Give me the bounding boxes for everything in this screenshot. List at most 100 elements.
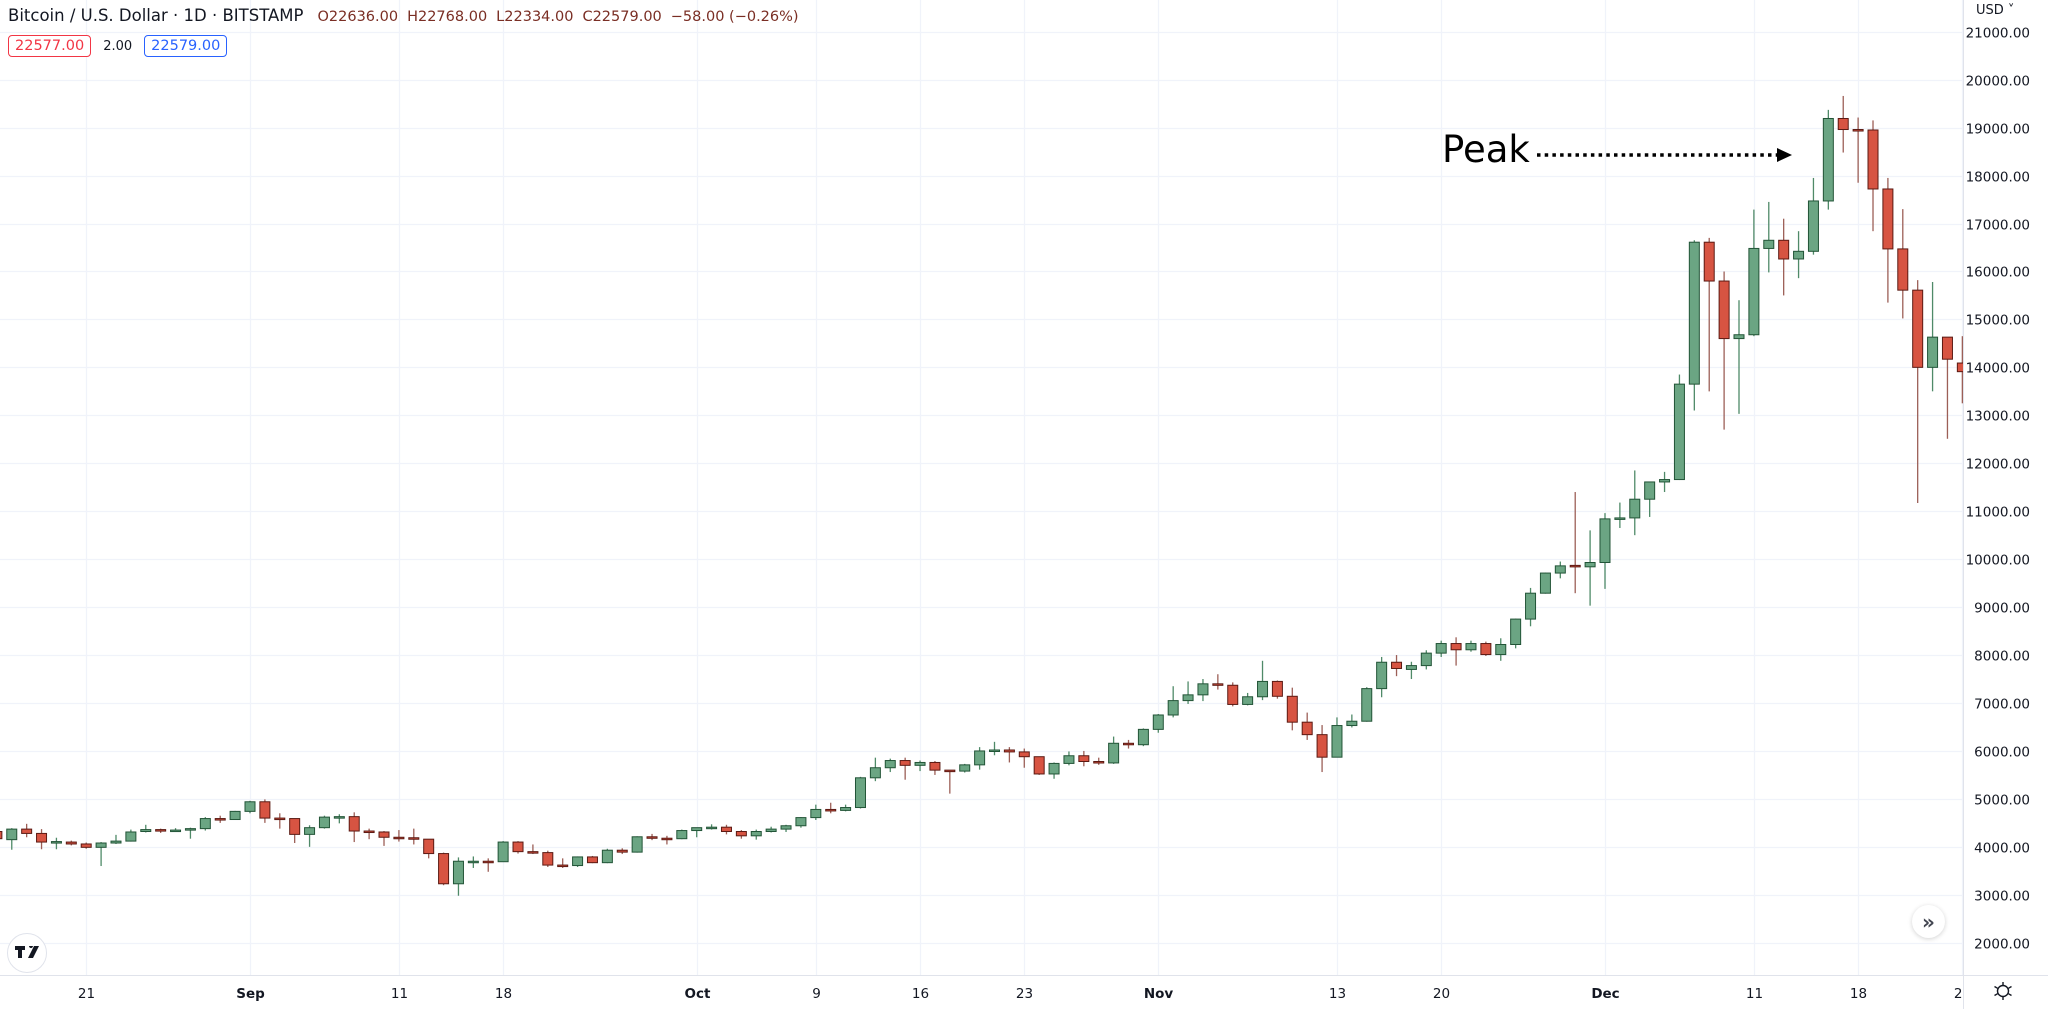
candle-body bbox=[95, 842, 107, 848]
candle-body bbox=[1465, 643, 1477, 651]
candle-up bbox=[780, 824, 792, 832]
price-tick-label: 4000.00 bbox=[1974, 841, 2030, 857]
candle-up bbox=[184, 827, 196, 839]
candle-down bbox=[1018, 748, 1030, 768]
candle-down bbox=[80, 842, 92, 849]
candle-down bbox=[586, 855, 598, 864]
candle-down bbox=[1003, 747, 1015, 763]
candle-body bbox=[199, 818, 211, 830]
candle-down bbox=[438, 852, 450, 886]
candle-up bbox=[974, 747, 986, 770]
candle-body bbox=[155, 829, 167, 832]
candle-body bbox=[1063, 755, 1075, 764]
candle-down bbox=[214, 815, 226, 823]
price-tick-label: 21000.00 bbox=[1966, 26, 2030, 42]
candle-up bbox=[1495, 638, 1507, 661]
low-value: 22334.00 bbox=[504, 9, 574, 25]
sell-button[interactable]: 22577.00 bbox=[8, 35, 92, 57]
candle-up bbox=[1465, 640, 1477, 652]
candle-down bbox=[527, 844, 539, 855]
candle-up bbox=[840, 804, 852, 812]
candle-body bbox=[1033, 756, 1045, 775]
candle-up bbox=[170, 828, 182, 833]
candle-up bbox=[1659, 471, 1671, 493]
time-tick-label: 25 bbox=[1954, 986, 1971, 1002]
candle-body bbox=[795, 817, 807, 827]
price-tick-label: 5000.00 bbox=[1974, 793, 2030, 809]
candle-up bbox=[497, 841, 509, 863]
candle-down bbox=[423, 838, 435, 859]
time-tick-label: 21 bbox=[78, 986, 95, 1002]
candle-up bbox=[1793, 231, 1805, 279]
candle-body bbox=[214, 818, 226, 821]
candle-down bbox=[1286, 687, 1298, 731]
close-label: C bbox=[582, 9, 593, 25]
candle-up bbox=[1257, 660, 1269, 701]
candle-down bbox=[1316, 725, 1328, 773]
candle-body bbox=[1927, 336, 1939, 368]
candle-up bbox=[854, 776, 866, 809]
tradingview-logo-icon bbox=[15, 946, 39, 958]
candle-up bbox=[125, 829, 137, 842]
price-tick-label: 20000.00 bbox=[1966, 74, 2030, 90]
scroll-to-realtime-button[interactable]: » bbox=[1912, 905, 1945, 938]
symbol-title[interactable]: Bitcoin / U.S. Dollar · 1D · BITSTAMP bbox=[8, 6, 304, 25]
candle-down bbox=[646, 833, 658, 841]
candle-body bbox=[586, 856, 598, 864]
candle-up bbox=[1420, 650, 1432, 670]
candle-up bbox=[1673, 374, 1685, 481]
candle-body bbox=[140, 829, 152, 833]
candle-body bbox=[378, 831, 390, 838]
candle-body bbox=[1152, 714, 1164, 730]
tradingview-logo[interactable] bbox=[7, 933, 47, 973]
gear-icon bbox=[1994, 982, 2012, 1000]
candle-body bbox=[869, 767, 881, 779]
candle-down bbox=[825, 802, 837, 814]
candle-body bbox=[1435, 643, 1447, 654]
candle-body bbox=[1867, 129, 1879, 190]
candle-down bbox=[348, 812, 360, 843]
candle-up bbox=[1927, 281, 1939, 392]
candle-up bbox=[1331, 717, 1343, 758]
candle-body bbox=[1227, 684, 1239, 705]
currency-selector[interactable]: USD ˅ bbox=[1976, 3, 2014, 18]
candle-body bbox=[1301, 721, 1313, 736]
candle-up bbox=[1688, 240, 1700, 411]
candle-body bbox=[1763, 239, 1775, 249]
candle-down bbox=[1271, 680, 1283, 699]
candle-body bbox=[1510, 618, 1522, 646]
candle-up bbox=[467, 856, 479, 868]
candle-body bbox=[229, 810, 241, 821]
candle-up bbox=[810, 804, 822, 820]
candle-body bbox=[840, 807, 852, 811]
buy-button[interactable]: 22579.00 bbox=[144, 35, 228, 57]
high-value: 22768.00 bbox=[417, 9, 488, 25]
candle-down bbox=[408, 828, 420, 845]
candle-body bbox=[884, 760, 896, 769]
candle-up bbox=[765, 826, 777, 833]
price-tick-label: 13000.00 bbox=[1966, 409, 2030, 425]
grid bbox=[0, 0, 1964, 975]
candle-body bbox=[572, 856, 584, 867]
settings-button[interactable] bbox=[1990, 978, 2016, 1004]
price-axis[interactable]: 21000.00 20000.00 19000.00 18000.00 17000.00… bbox=[1966, 26, 2030, 953]
candle-down bbox=[0, 831, 3, 840]
close-value: 22579.00 bbox=[592, 9, 662, 25]
candle-body bbox=[1018, 751, 1030, 758]
price-tick-label: 12000.00 bbox=[1966, 457, 2030, 473]
spread-value: 2.00 bbox=[103, 38, 133, 54]
peak-annotation: Peak bbox=[1442, 128, 1530, 171]
candle-down bbox=[1912, 280, 1924, 504]
candle-body bbox=[601, 849, 613, 864]
candle-body bbox=[989, 749, 1000, 752]
time-tick-label: 16 bbox=[912, 986, 929, 1002]
candle-body bbox=[646, 836, 658, 839]
candle-down bbox=[1852, 117, 1864, 183]
candle-up bbox=[1584, 530, 1596, 606]
candle-body bbox=[6, 828, 18, 841]
candle-up bbox=[601, 848, 613, 864]
time-axis[interactable]: 21 Sep 11 18 Oct 9 16 23 Nov 13 20 Dec 11 18 25 bbox=[78, 986, 1971, 1002]
candle-body bbox=[765, 828, 777, 833]
candle-body bbox=[557, 864, 569, 868]
